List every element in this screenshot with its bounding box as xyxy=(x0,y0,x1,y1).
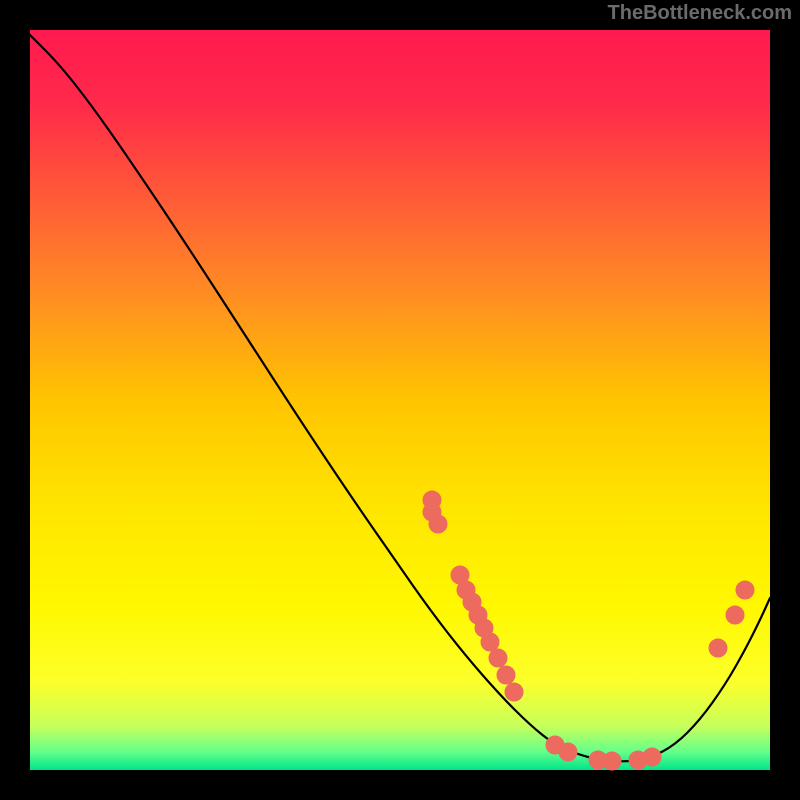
data-marker xyxy=(643,748,661,766)
data-marker xyxy=(505,683,523,701)
curve-layer xyxy=(0,0,800,800)
data-marker xyxy=(726,606,744,624)
data-marker xyxy=(481,633,499,651)
chart-container: TheBottleneck.com xyxy=(0,0,800,800)
data-marker xyxy=(736,581,754,599)
data-marker xyxy=(497,666,515,684)
data-marker xyxy=(429,515,447,533)
data-marker xyxy=(559,743,577,761)
data-marker xyxy=(709,639,727,657)
bottleneck-curve xyxy=(30,35,770,761)
data-marker xyxy=(603,752,621,770)
watermark-text: TheBottleneck.com xyxy=(608,2,792,25)
data-marker xyxy=(489,649,507,667)
